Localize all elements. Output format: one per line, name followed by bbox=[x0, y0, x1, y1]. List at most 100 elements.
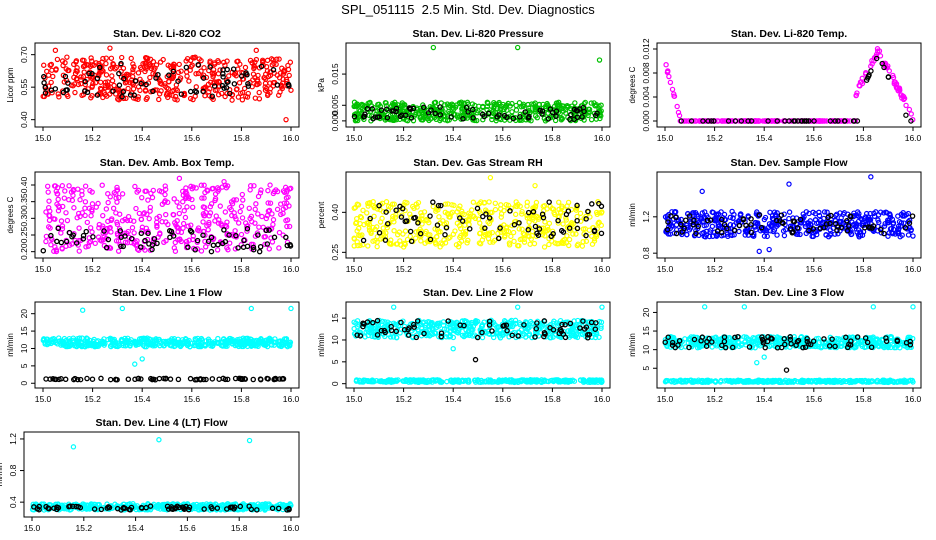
data-point bbox=[162, 183, 168, 189]
data-point bbox=[385, 220, 391, 227]
y-tick-label: 0.000 bbox=[641, 110, 651, 132]
data-point bbox=[77, 342, 83, 348]
data-point bbox=[364, 210, 370, 216]
data-point bbox=[145, 197, 151, 203]
data-point bbox=[567, 320, 574, 327]
data-point bbox=[364, 106, 371, 112]
y-axis-label: ml/min bbox=[6, 333, 15, 357]
y-tick-label: 0.008 bbox=[641, 62, 651, 84]
data-point bbox=[271, 234, 278, 241]
data-point bbox=[527, 241, 533, 247]
data-point bbox=[184, 73, 190, 79]
data-point bbox=[739, 341, 746, 347]
data-point bbox=[390, 334, 397, 340]
data-point bbox=[390, 304, 397, 310]
x-tick-label: 15.6 bbox=[184, 133, 201, 143]
data-point bbox=[45, 224, 52, 230]
data-point bbox=[413, 332, 420, 338]
data-point bbox=[267, 200, 274, 206]
data-point bbox=[905, 232, 912, 238]
data-point bbox=[274, 188, 281, 195]
data-point bbox=[63, 210, 69, 216]
data-point bbox=[219, 240, 226, 247]
data-point bbox=[285, 66, 292, 73]
data-point bbox=[140, 81, 147, 87]
data-point bbox=[219, 222, 226, 229]
data-point bbox=[531, 378, 537, 384]
data-point bbox=[753, 226, 759, 233]
data-point bbox=[438, 330, 445, 337]
data-point bbox=[577, 106, 583, 112]
data-point bbox=[63, 66, 69, 72]
data-point bbox=[188, 63, 194, 70]
data-point bbox=[865, 73, 872, 79]
data-point bbox=[229, 97, 235, 103]
data-point bbox=[678, 221, 684, 228]
data-point bbox=[107, 45, 113, 51]
data-point bbox=[580, 377, 586, 383]
data-point bbox=[145, 230, 151, 237]
data-point bbox=[875, 343, 881, 349]
data-point bbox=[446, 214, 452, 220]
data-point bbox=[589, 241, 596, 247]
data-point bbox=[251, 65, 257, 72]
data-point bbox=[867, 210, 873, 217]
data-point bbox=[752, 118, 758, 124]
data-point bbox=[83, 244, 89, 250]
data-point bbox=[427, 321, 434, 328]
data-point bbox=[520, 103, 526, 109]
data-point bbox=[245, 83, 252, 89]
data-point bbox=[778, 212, 785, 218]
plot-frame bbox=[345, 171, 611, 259]
data-point bbox=[79, 210, 86, 216]
data-point bbox=[116, 70, 122, 77]
y-tick-label: 0.005 bbox=[330, 94, 340, 116]
data-point bbox=[224, 245, 230, 251]
data-point bbox=[791, 118, 797, 124]
data-point bbox=[705, 118, 711, 124]
data-point bbox=[135, 96, 141, 103]
data-point bbox=[111, 82, 117, 89]
data-point bbox=[365, 243, 371, 249]
data-point bbox=[501, 207, 507, 214]
data-point bbox=[75, 81, 82, 88]
data-point bbox=[238, 203, 245, 210]
data-point bbox=[673, 230, 680, 237]
data-point bbox=[546, 199, 552, 205]
data-point bbox=[171, 62, 177, 68]
data-point bbox=[442, 113, 448, 120]
data-point bbox=[594, 110, 600, 117]
data-point bbox=[138, 230, 145, 237]
y-tick-label: 15 bbox=[641, 326, 651, 336]
data-point bbox=[201, 182, 207, 188]
data-point bbox=[466, 226, 473, 232]
data-point bbox=[901, 95, 908, 102]
data-point bbox=[873, 55, 880, 62]
data-point bbox=[511, 238, 517, 245]
data-point bbox=[180, 225, 186, 231]
data-point bbox=[731, 227, 738, 234]
x-tick-label: 15.2 bbox=[706, 264, 723, 274]
data-point bbox=[263, 227, 269, 233]
data-point bbox=[55, 225, 61, 232]
data-point bbox=[82, 81, 88, 88]
data-point bbox=[183, 58, 189, 64]
data-point bbox=[135, 70, 142, 76]
x-tick-label: 15.4 bbox=[756, 394, 773, 404]
data-point bbox=[516, 226, 522, 232]
data-point bbox=[371, 213, 377, 220]
data-point bbox=[418, 108, 424, 114]
data-point bbox=[250, 246, 257, 253]
data-point bbox=[374, 317, 381, 324]
data-point bbox=[756, 248, 762, 255]
data-point bbox=[596, 57, 603, 63]
data-point bbox=[497, 225, 503, 231]
y-tick-label: 0 bbox=[330, 381, 340, 386]
data-point bbox=[175, 228, 181, 235]
data-point bbox=[596, 210, 602, 216]
data-point bbox=[844, 118, 851, 124]
data-point bbox=[437, 320, 443, 326]
data-point bbox=[479, 334, 486, 341]
data-point bbox=[60, 89, 67, 96]
